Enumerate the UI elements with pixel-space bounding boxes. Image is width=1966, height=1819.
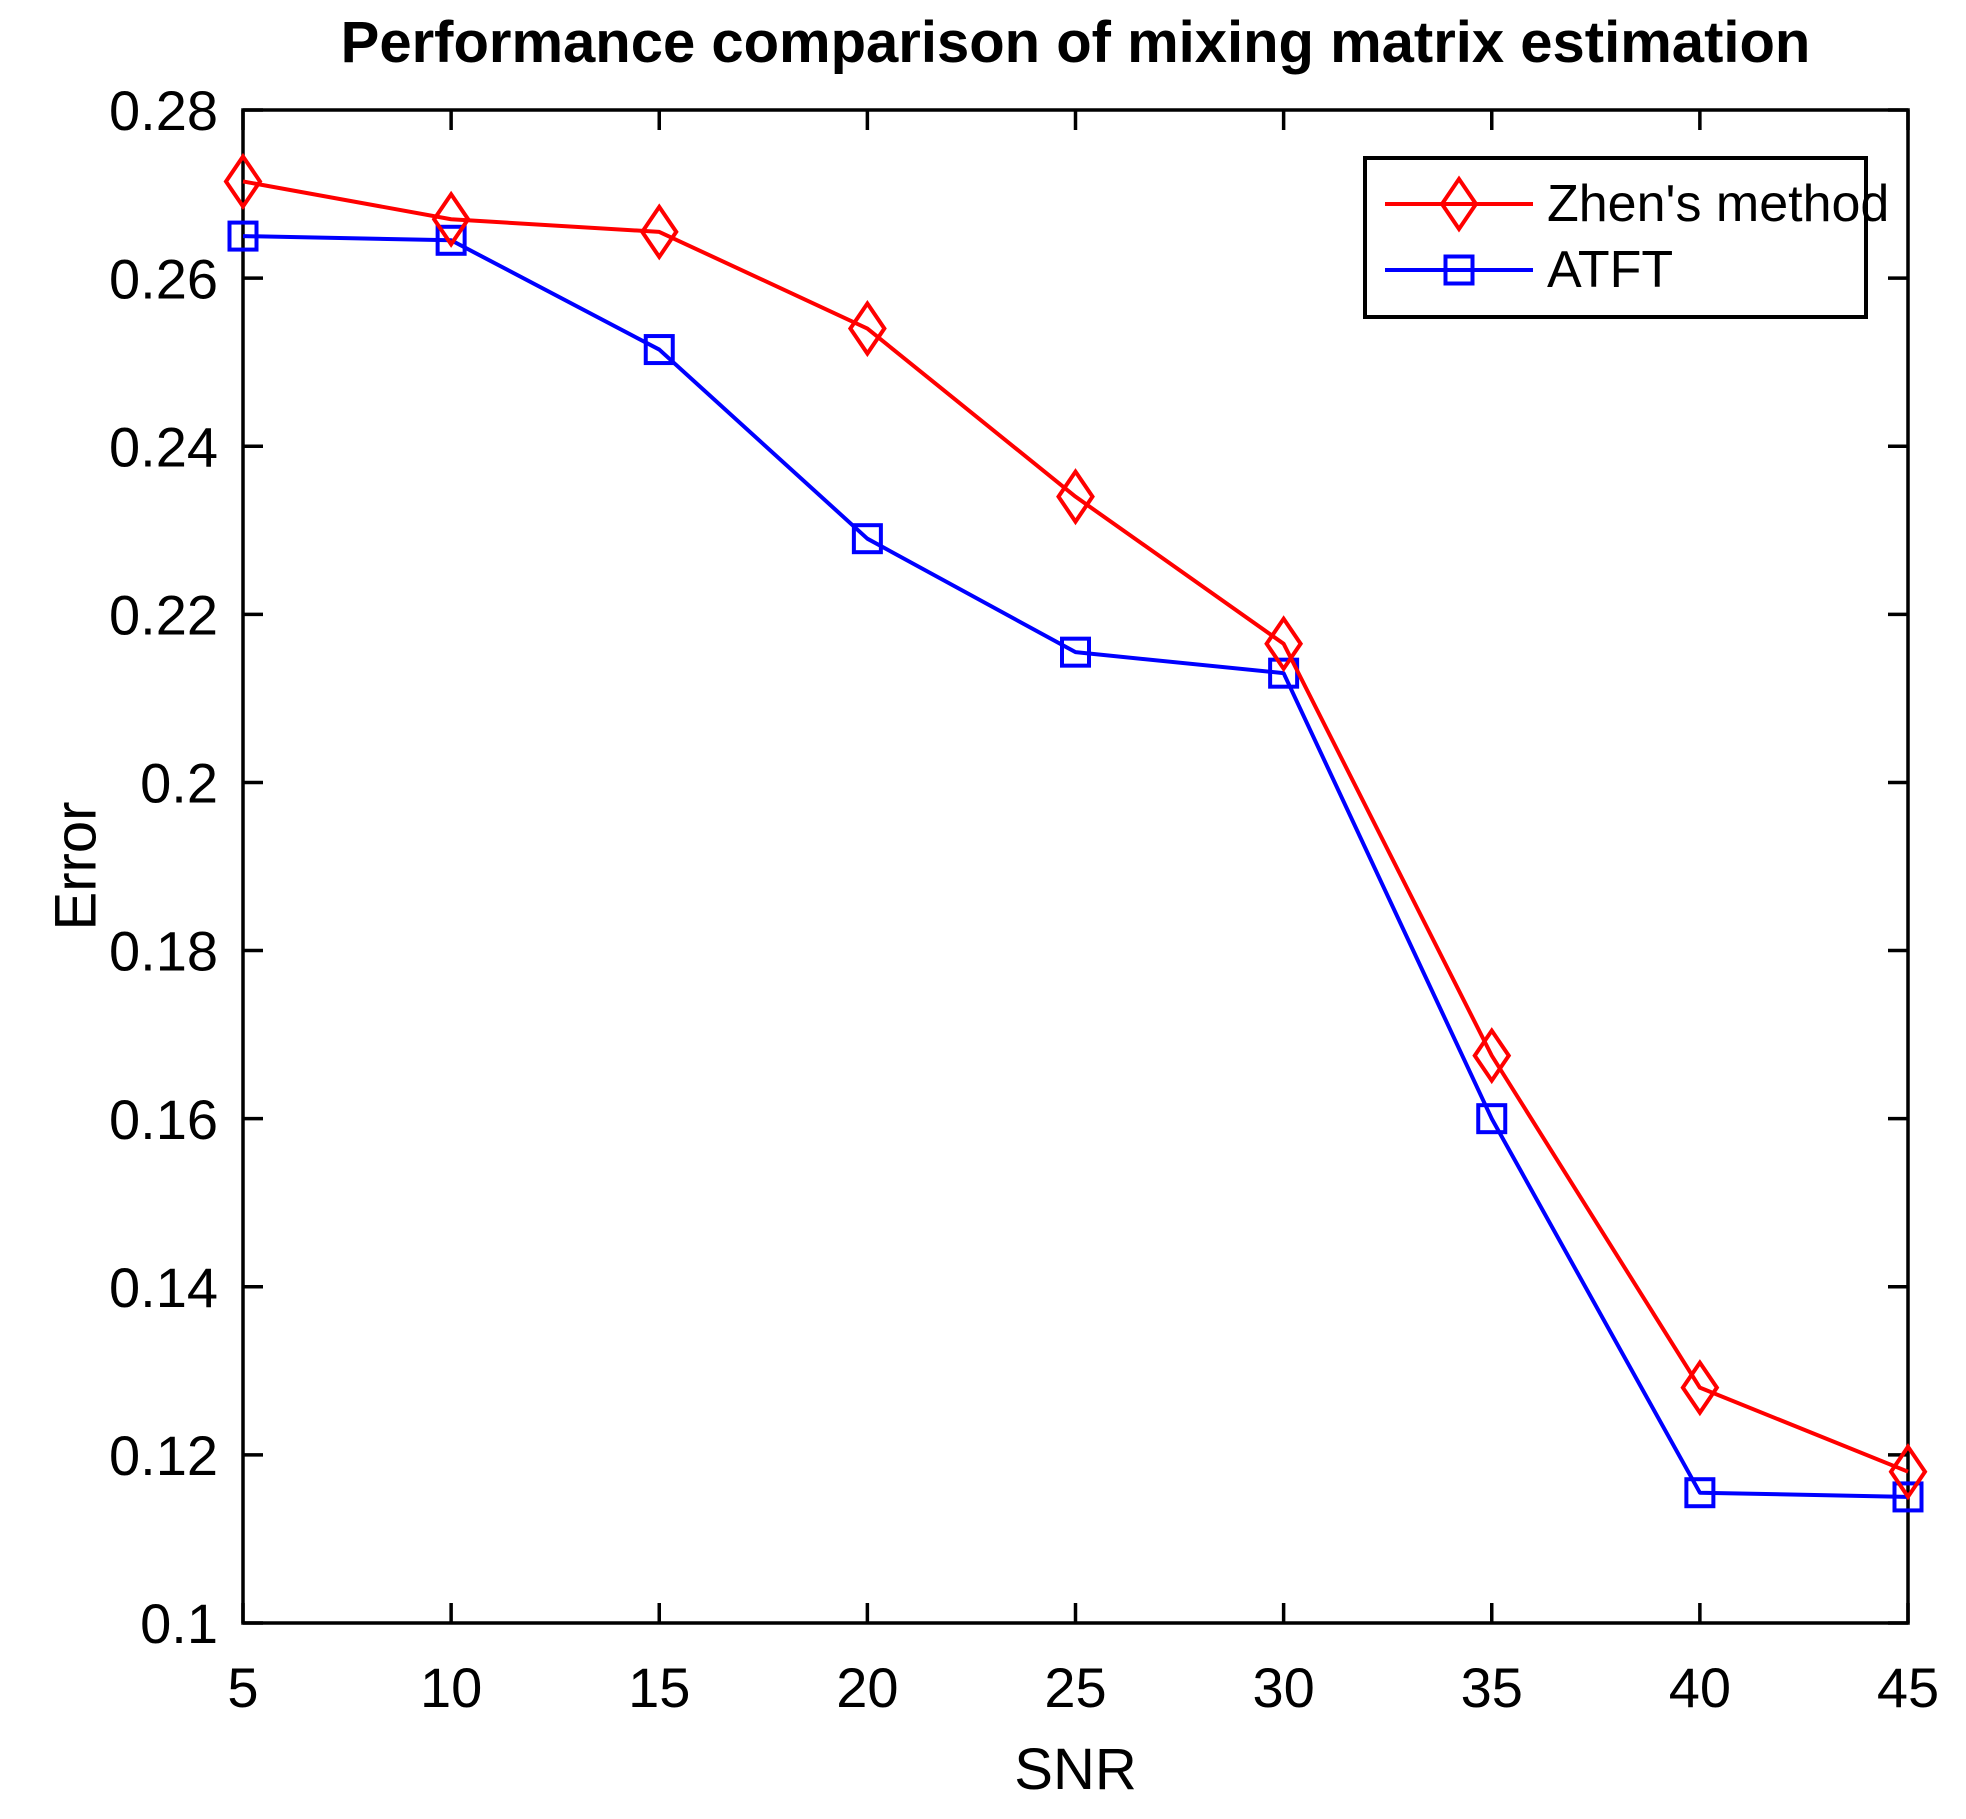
marker-square-atft — [435, 224, 467, 256]
square-marker-icon — [1443, 254, 1475, 286]
marker-square-atft — [1684, 1477, 1716, 1509]
legend-sample-zhens-method — [1385, 175, 1533, 233]
y-tick-label: 0.2 — [140, 752, 218, 815]
x-tick-label: 40 — [1669, 1656, 1731, 1719]
y-axis-label: Error — [43, 801, 109, 931]
marker-diamond-zhen-s-method — [847, 299, 887, 358]
legend-sample-atft — [1385, 254, 1533, 286]
x-axis-label: SNR — [1014, 1737, 1137, 1802]
series-line-zhen-s-method — [242, 179, 1909, 1474]
y-tick-label: 0.1 — [140, 1592, 218, 1655]
x-tick-label: 45 — [1877, 1656, 1939, 1719]
x-tick-label: 10 — [420, 1656, 482, 1719]
x-tick-label: 35 — [1461, 1656, 1523, 1719]
legend: Zhen's method ATFT — [1363, 156, 1889, 319]
y-tick-label: 0.26 — [109, 247, 218, 310]
marker-diamond-zhen-s-method — [1472, 1027, 1512, 1085]
plot-frame — [241, 108, 1910, 1625]
marker-square-atft — [851, 523, 883, 555]
legend-entry-zhens-method: Zhen's method — [1373, 171, 1889, 237]
y-tick-label: 0.14 — [109, 1256, 218, 1319]
legend-entry-atft: ATFT — [1373, 237, 1864, 303]
marker-square-atft — [1060, 636, 1091, 668]
chart-title: Performance comparison of mixing matrix … — [340, 10, 1811, 75]
legend-label: Zhen's method — [1547, 175, 1890, 233]
y-tick-label: 0.28 — [109, 79, 218, 142]
y-tick-label: 0.18 — [109, 920, 218, 983]
y-tick-label: 0.16 — [109, 1088, 218, 1151]
marker-diamond-zhen-s-method — [639, 203, 679, 261]
marker-diamond-zhen-s-method — [431, 190, 471, 248]
legend-label: ATFT — [1547, 241, 1674, 299]
marker-square-atft — [1892, 1481, 1924, 1513]
marker-square-atft — [643, 334, 675, 366]
y-tick-label: 0.22 — [109, 583, 218, 646]
x-tick-label: 15 — [628, 1656, 690, 1719]
y-tick-label: 0.24 — [109, 415, 218, 478]
x-tick-label: 5 — [227, 1656, 258, 1719]
y-tick-label: 0.12 — [109, 1424, 218, 1487]
series-line-atft — [242, 234, 1909, 1499]
marker-diamond-zhen-s-method — [223, 152, 263, 211]
marker-square-atft — [1476, 1103, 1508, 1135]
x-tick-label: 30 — [1252, 1656, 1314, 1719]
diamond-marker-icon — [1439, 175, 1479, 233]
x-tick-label: 20 — [836, 1656, 898, 1719]
marker-square-atft — [227, 220, 259, 252]
marker-diamond-zhen-s-method — [1680, 1359, 1720, 1417]
marker-diamond-zhen-s-method — [1888, 1443, 1928, 1501]
marker-diamond-zhen-s-method — [1056, 468, 1095, 526]
x-tick-label: 25 — [1044, 1656, 1106, 1719]
marker-diamond-zhen-s-method — [1264, 615, 1304, 673]
